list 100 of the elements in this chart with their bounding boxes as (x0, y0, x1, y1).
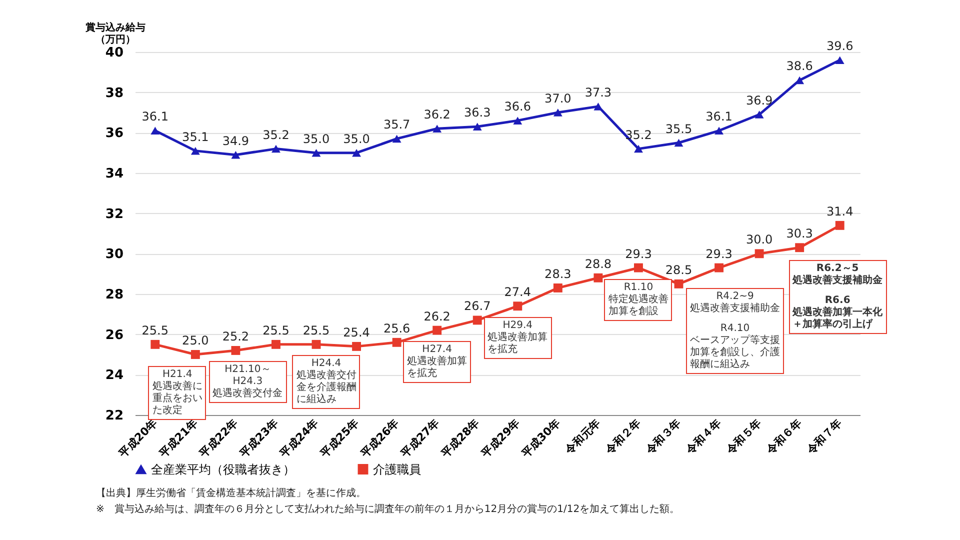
x-tick-label: 令和３年 (642, 416, 684, 458)
data-label: 34.9 (222, 134, 250, 148)
data-label: 37.0 (544, 92, 572, 106)
y-tick-label: 28 (105, 288, 124, 302)
point (795, 243, 804, 252)
data-label: 36.9 (746, 94, 773, 108)
data-label: 27.4 (504, 285, 531, 300)
point (674, 279, 684, 288)
legend-label: 介護職員 (373, 462, 421, 476)
point (835, 220, 844, 230)
data-label: 36.2 (424, 108, 450, 122)
point (432, 124, 442, 133)
data-label: 28.5 (665, 262, 692, 277)
point (634, 263, 643, 272)
y-tick-label: 30 (105, 247, 124, 262)
point (553, 108, 562, 116)
point (594, 102, 603, 110)
data-label: 36.3 (464, 106, 491, 120)
annotation: R4.2~9 処遇改善支援補助金 R4.10 ベースアップ等支援加算を創設し、介護報酬に組込み (690, 290, 780, 371)
y-axis-title: 賞与込み給与（万円） (86, 22, 146, 46)
annotation: R6.2～5 処遇改善支援補助金 R6.6 処遇改善加算一本化＋加算率の引上げ (792, 262, 883, 331)
point (150, 340, 160, 349)
x-tick-label: 令和５年 (723, 416, 764, 458)
data-label: 25.5 (302, 323, 330, 338)
data-label: 35.2 (625, 128, 652, 142)
data-label: 35.5 (665, 122, 692, 136)
data-label: 37.3 (584, 85, 612, 100)
data-label: 25.2 (222, 329, 250, 344)
point (714, 126, 724, 135)
x-tick-label: 平成27年 (398, 416, 442, 461)
data-label: 25.5 (142, 323, 168, 338)
text: ※ 賞与込み給与は、調査年の６月分として支払われた給与に調査年の前年の１月から12月分の賞与の1/12を加えて算出した額。 (96, 502, 680, 516)
point (352, 148, 361, 157)
data-label: 29.3 (706, 246, 732, 261)
data-label: 35.0 (302, 132, 330, 146)
point (272, 144, 280, 153)
data-label: 26.7 (464, 299, 491, 314)
legend-label: 全産業平均（役職者抜き） (151, 462, 295, 477)
point (150, 126, 160, 135)
data-label: 38.6 (786, 59, 813, 74)
x-tick-label: 令和２年 (602, 416, 644, 458)
data-label: 29.3 (625, 246, 652, 261)
point (231, 150, 240, 159)
point (472, 316, 482, 325)
point (513, 116, 522, 124)
data-label: 36.1 (142, 110, 168, 124)
data-label: 25.5 (262, 323, 290, 338)
data-label: 30.0 (746, 232, 773, 247)
x-tick-label: 令和７年 (804, 416, 845, 458)
x-tick-label: 令和６年 (763, 416, 804, 458)
data-label: 35.7 (383, 118, 410, 132)
data-label: 39.6 (826, 39, 854, 54)
point (674, 138, 684, 147)
annotation: H24.4 処遇改善交付金を介護報酬に組込み (296, 358, 356, 406)
data-label: 25.4 (343, 325, 370, 340)
point (231, 346, 240, 355)
data-label: 36.1 (706, 110, 732, 124)
x-tick-label: 令和元年 (562, 416, 603, 458)
point (392, 134, 402, 143)
point (634, 144, 643, 153)
data-label: 26.2 (424, 309, 450, 324)
point (312, 148, 321, 157)
point (754, 110, 764, 118)
point (432, 326, 442, 335)
point (352, 342, 361, 351)
annotation: H21.4 処遇改善に重点をおいた改定 (152, 368, 202, 416)
y-tick-label: 24 (105, 368, 124, 384)
point (835, 56, 844, 64)
point (392, 338, 402, 347)
data-label: 35.2 (262, 128, 290, 142)
point (190, 350, 200, 359)
y-tick-label: 22 (105, 408, 124, 424)
point (754, 249, 764, 258)
y-tick-label: 26 (105, 328, 124, 343)
point (190, 146, 200, 155)
y-tick-label: 32 (105, 206, 124, 222)
point (312, 340, 321, 349)
point (513, 302, 522, 311)
point (594, 273, 603, 282)
annotation: H29.4 処遇改善加算を拡充 (488, 320, 548, 356)
point (472, 122, 482, 130)
y-tick-label: 40 (105, 46, 124, 60)
data-label: 25.6 (383, 321, 410, 336)
point (272, 340, 280, 349)
annotation: H21.10～ H24.3 処遇改善交付金 (212, 364, 283, 400)
y-tick-label: 36 (105, 126, 124, 142)
annotation: R1.10 特定処遇改善加算を創設 (608, 282, 668, 318)
data-label: 35.1 (182, 130, 209, 144)
data-label: 36.6 (504, 100, 531, 114)
data-label: 30.3 (786, 226, 813, 241)
y-tick-label: 38 (105, 86, 124, 101)
x-tick-label: 平成22年 (196, 416, 240, 461)
data-label: 28.3 (544, 266, 572, 281)
data-label: 35.0 (343, 132, 370, 146)
data-label: 31.4 (826, 204, 854, 218)
y-tick-label: 34 (105, 166, 124, 182)
annotation: H27.4 処遇改善加算を拡充 (407, 344, 468, 380)
text: 【出典】厚生労働省「賃金構造基本統計調査」を基に作成。 (96, 486, 366, 500)
x-tick-label: 令和４年 (682, 416, 724, 458)
data-label: 28.8 (584, 256, 612, 271)
